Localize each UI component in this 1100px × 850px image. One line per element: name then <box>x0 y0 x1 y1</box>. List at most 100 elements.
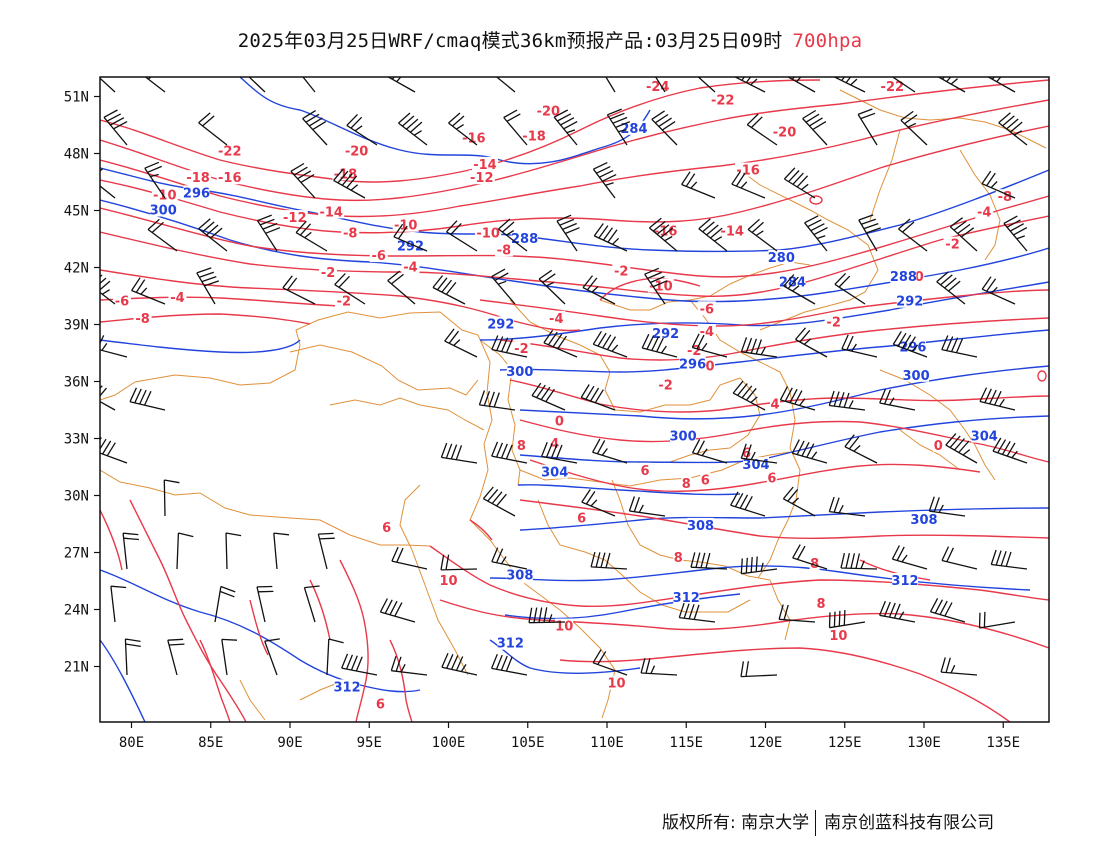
contour-label: 312 <box>673 591 700 606</box>
contour-label-bg <box>673 590 700 605</box>
contour-label: -2 <box>945 238 959 253</box>
contour-label: 8 <box>181 726 190 741</box>
wind-barb <box>147 218 178 252</box>
copyright-footer: 版权所有: 南京大学 南京创蓝科技有限公司 <box>662 808 994 836</box>
wind-barb <box>833 77 866 93</box>
wind-barb <box>691 333 728 358</box>
contour-label: -20 <box>345 145 369 160</box>
wind-barb <box>731 171 766 199</box>
wind-barb <box>929 597 966 623</box>
contour-label: -12 <box>283 211 307 226</box>
wind-barb <box>981 170 1016 199</box>
wind-barb <box>891 77 916 93</box>
wind-barb <box>592 162 617 199</box>
wind-barb <box>628 496 666 517</box>
contour-label-bg <box>735 162 762 177</box>
contour-label-bg <box>183 185 210 200</box>
contour-label: 312 <box>497 637 524 652</box>
contour-label-bg <box>779 274 806 289</box>
contour-label-bg <box>521 128 548 143</box>
contour-label: -24 <box>646 80 670 95</box>
wind-barb <box>122 532 139 570</box>
wind-barb <box>100 335 128 358</box>
lat-tick-label: 21N <box>64 660 89 676</box>
wind-barb <box>730 491 766 517</box>
contour-label-bg <box>494 242 513 257</box>
contour-label-bg <box>697 324 716 339</box>
temperature-labels: -24-22-22-20-18 -20-16-22-18 -16-20-18-14-… <box>112 79 1014 741</box>
wind-barb <box>491 547 528 570</box>
contour-label-bg <box>216 170 243 185</box>
wind-barb <box>979 387 1016 411</box>
longitude-axis: 80E 85E 90E 95E 100E 105E 110E 115E 120E 125E 130E… <box>119 722 1020 751</box>
wind-barb <box>498 218 528 252</box>
wind-barb <box>746 113 778 146</box>
contour-label-bg <box>381 519 392 534</box>
contour-label: 6 <box>767 471 776 486</box>
wind-barb <box>448 112 478 146</box>
contour-label-bg <box>640 462 651 477</box>
contour-label: -2 <box>514 342 528 357</box>
wind-barb <box>681 171 716 199</box>
wind-barb <box>167 638 185 676</box>
contour-label: -2 <box>321 266 335 281</box>
contour-label: -10 <box>153 188 177 203</box>
wind-barb <box>1003 215 1028 252</box>
contour-label-bg <box>975 204 994 219</box>
contour-label-bg <box>943 236 962 251</box>
contour-label: -14 <box>319 205 343 220</box>
contour-label-bg <box>512 341 531 356</box>
contour-label: -22 <box>218 145 242 160</box>
wind-barb <box>390 655 428 676</box>
contour-label-bg <box>766 470 777 485</box>
contour-label: 292 <box>896 295 923 310</box>
contour-label-bg <box>497 635 524 650</box>
wind-barb <box>740 337 778 358</box>
wind-barb <box>163 479 180 517</box>
contour-label: -2 <box>658 378 672 393</box>
contour-label-bg <box>407 727 417 741</box>
contour-label: 296 <box>183 186 210 201</box>
contour-label-bg <box>741 445 752 460</box>
wind-barb <box>640 658 678 676</box>
contour-label: -16 <box>736 164 760 179</box>
contour-label-bg <box>133 310 152 325</box>
wind-barbs <box>100 77 1028 678</box>
wind-barb <box>804 215 828 252</box>
contour-label: -8 <box>998 190 1012 205</box>
lon-tick-label: 130E <box>907 735 941 751</box>
wind-barb <box>641 333 678 358</box>
map-area: -24-22-22-20-18 -20-16-22-18 -16-20-18-14-… <box>100 77 1049 741</box>
lat-tick-label: 36N <box>64 375 89 391</box>
contour-label-bg <box>607 675 626 690</box>
contour-label-bg <box>468 170 495 185</box>
wind-barb <box>432 275 466 305</box>
contour-label: -8 <box>135 312 149 327</box>
wind-barb <box>747 218 778 252</box>
contour-label: 304 <box>971 430 998 445</box>
wind-barb <box>531 382 566 411</box>
contour-label-bg <box>673 550 684 565</box>
contour-label-bg <box>460 130 487 145</box>
contour-label-bg <box>879 79 906 93</box>
contour-label-bg <box>903 367 930 382</box>
contour-label-bg <box>896 293 923 308</box>
wind-barb <box>644 267 668 305</box>
contour-label: 6 <box>376 698 385 713</box>
contour-label: -2 <box>614 264 628 279</box>
wind-barb <box>828 496 866 517</box>
contour-label: 312 <box>891 574 918 589</box>
lat-tick-label: 42N <box>64 261 89 277</box>
wind-barb <box>990 549 1028 570</box>
contour-label-bg <box>475 225 502 240</box>
lon-tick-label: 85E <box>198 735 223 751</box>
wind-barb <box>326 638 344 676</box>
wind-barb <box>698 218 728 252</box>
wind-barb <box>828 390 866 411</box>
wind-barb <box>543 329 578 358</box>
contour-label-bg <box>554 413 565 428</box>
contour-label: 280 <box>768 251 795 266</box>
contour-label: 292 <box>397 240 424 255</box>
wind-barb <box>786 77 816 93</box>
wind-barb <box>379 598 416 623</box>
